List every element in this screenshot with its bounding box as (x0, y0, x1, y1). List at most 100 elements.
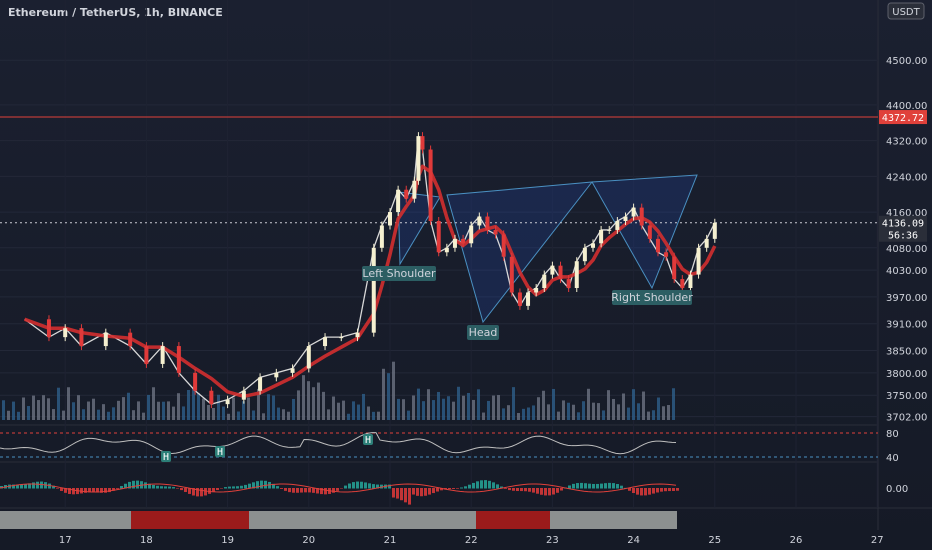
volume-bar (127, 392, 130, 420)
macd-histogram-bar (388, 484, 391, 489)
macd-histogram-bar (476, 481, 479, 489)
candle (241, 390, 246, 400)
macd-histogram-bar (72, 488, 75, 495)
candle (46, 319, 51, 338)
volume-bar (47, 398, 50, 420)
macd-histogram-bar (144, 482, 147, 489)
macd-histogram-bar (204, 488, 207, 496)
volume-bar (387, 373, 390, 420)
macd-histogram-bar (668, 488, 671, 492)
candle (396, 189, 401, 213)
session-strip (0, 511, 677, 529)
macd-histogram-bar (256, 481, 259, 489)
volume-bar (562, 400, 565, 420)
candle (404, 189, 409, 199)
candle (566, 279, 571, 288)
candle (428, 149, 433, 221)
volume-bar (527, 407, 530, 420)
macd-histogram-bar (20, 484, 23, 489)
volume-bar (672, 388, 675, 420)
volume-bar (92, 398, 95, 420)
macd-histogram-bar (520, 488, 523, 492)
volume-bar (642, 391, 645, 420)
left-shoulder-triangle (397, 191, 441, 266)
macd-histogram-bar (180, 488, 183, 491)
candle (63, 328, 68, 338)
volume-bar (402, 399, 405, 420)
macd-histogram-bar (52, 485, 55, 489)
candle (607, 229, 612, 231)
macd-histogram-bar (572, 483, 575, 489)
volume-bar (222, 406, 225, 420)
macd-histogram-bar (56, 488, 59, 489)
currency-button[interactable]: USDT (887, 2, 925, 20)
volume-bar (17, 411, 20, 420)
volume-bar (312, 387, 315, 420)
head-triangle (446, 181, 594, 324)
macd-histogram-bar (492, 482, 495, 489)
volume-bar (437, 391, 440, 420)
left-shoulder-label: Left Shoulder (362, 267, 436, 280)
candle (623, 216, 628, 221)
volume-bar (467, 392, 470, 420)
volume-bar (287, 411, 290, 420)
volume-bar (427, 389, 430, 420)
volume-bar (57, 387, 60, 420)
candle (420, 136, 425, 150)
macd-histogram-bar (88, 488, 91, 493)
volume-bar (622, 393, 625, 420)
volume-bar (512, 387, 515, 420)
volume-bar (172, 406, 175, 420)
macd-histogram-bar (372, 484, 375, 489)
macd-histogram-bar (408, 488, 411, 505)
volume-bar (447, 396, 450, 420)
macd-histogram-bar (604, 483, 607, 489)
macd-histogram-bar (220, 488, 223, 489)
volume-bar (77, 395, 80, 420)
macd-histogram-bar (456, 488, 459, 489)
candle (371, 247, 376, 333)
macd-histogram-bar (544, 488, 547, 496)
volume-bar (357, 404, 360, 420)
volume-bar (647, 411, 650, 420)
volume-bar (337, 402, 340, 420)
volume-bar (547, 404, 550, 420)
candle (696, 247, 701, 275)
macd-histogram-bar (368, 483, 371, 489)
candle (79, 328, 84, 347)
session-segment (0, 511, 131, 529)
time-tick-label: 23 (546, 535, 559, 546)
volume-bar (552, 388, 555, 420)
volume-bar (142, 412, 145, 420)
macd-histogram-bar (376, 484, 379, 489)
macd-histogram-bar (648, 488, 651, 495)
macd-histogram-bar (484, 480, 487, 489)
session-segment (550, 511, 677, 529)
macd-histogram-bar (64, 488, 67, 493)
volume-bar (277, 407, 280, 420)
volume-bar (107, 411, 110, 420)
volume-bar (182, 406, 185, 420)
candle (639, 207, 644, 226)
volume-bar (42, 395, 45, 420)
macd-histogram-bar (396, 488, 399, 499)
macd-histogram-bar (636, 488, 639, 495)
volume-bar (597, 403, 600, 420)
volume-bar (522, 408, 525, 420)
macd-histogram-bar (620, 485, 623, 489)
macd-histogram-bar (252, 482, 255, 489)
price-axis[interactable]: 4500.00 4400.00 4320.00 4240.00 4160.00 4080.… (886, 56, 927, 423)
volume-bar (212, 407, 215, 420)
time-axis[interactable]: 17 18 19 20 21 22 23 24 25 26 27 (59, 535, 884, 546)
volume-bar (507, 405, 510, 420)
macd-histogram-bar (216, 488, 219, 491)
volume-bar (432, 400, 435, 420)
volume-bar (592, 402, 595, 420)
macd-histogram-bar (316, 488, 319, 494)
price-tick-label: 3850.00 (886, 347, 927, 358)
candle (509, 256, 514, 293)
macd-histogram-bar (432, 488, 435, 494)
macd-histogram-bar (92, 488, 95, 493)
rsi-tick-label: 40 (886, 453, 899, 464)
